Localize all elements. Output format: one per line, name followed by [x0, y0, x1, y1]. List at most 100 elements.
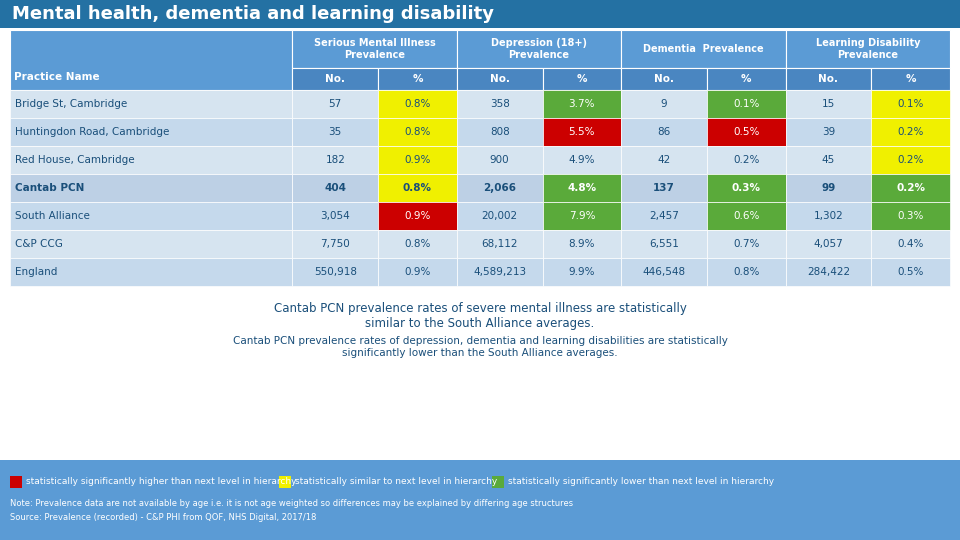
- Bar: [542, 174, 621, 202]
- Text: 35: 35: [328, 127, 342, 137]
- Text: 0.9%: 0.9%: [404, 267, 431, 277]
- Bar: [621, 174, 707, 202]
- Text: Red House, Cambridge: Red House, Cambridge: [15, 155, 134, 165]
- Text: England: England: [15, 267, 58, 277]
- Text: statistically significantly lower than next level in hierarchy: statistically significantly lower than n…: [508, 477, 774, 487]
- Bar: [378, 90, 457, 118]
- Bar: [378, 258, 457, 286]
- Text: 6,551: 6,551: [649, 239, 679, 249]
- Bar: [872, 146, 950, 174]
- Text: 0.8%: 0.8%: [403, 183, 432, 193]
- Text: No.: No.: [819, 74, 838, 84]
- Bar: [785, 230, 872, 258]
- Bar: [457, 174, 542, 202]
- Text: No.: No.: [325, 74, 346, 84]
- Text: 39: 39: [822, 127, 835, 137]
- Bar: [542, 258, 621, 286]
- Text: Huntingdon Road, Cambridge: Huntingdon Road, Cambridge: [15, 127, 169, 137]
- Bar: [293, 258, 378, 286]
- Text: Dementia  Prevalence: Dementia Prevalence: [643, 44, 764, 54]
- Text: 68,112: 68,112: [481, 239, 517, 249]
- Bar: [378, 230, 457, 258]
- Bar: [621, 258, 707, 286]
- Text: No.: No.: [490, 74, 510, 84]
- Bar: [378, 146, 457, 174]
- Bar: [707, 90, 785, 118]
- Text: 0.3%: 0.3%: [732, 183, 760, 193]
- Text: 5.5%: 5.5%: [568, 127, 595, 137]
- Text: 20,002: 20,002: [482, 211, 517, 221]
- Bar: [621, 90, 707, 118]
- Bar: [785, 30, 950, 68]
- Bar: [872, 174, 950, 202]
- Bar: [457, 146, 542, 174]
- Text: Mental health, dementia and learning disability: Mental health, dementia and learning dis…: [12, 5, 494, 23]
- Bar: [10, 476, 22, 488]
- Text: Bridge St, Cambridge: Bridge St, Cambridge: [15, 99, 128, 109]
- Text: 3,054: 3,054: [321, 211, 350, 221]
- Bar: [10, 230, 293, 258]
- Bar: [785, 118, 872, 146]
- Bar: [10, 258, 293, 286]
- Bar: [542, 230, 621, 258]
- Text: statistically significantly higher than next level in hierarchy: statistically significantly higher than …: [26, 477, 297, 487]
- Text: C&P CCG: C&P CCG: [15, 239, 62, 249]
- Bar: [621, 146, 707, 174]
- Text: 808: 808: [490, 127, 510, 137]
- Bar: [293, 202, 378, 230]
- Text: Serious Mental Illness
Prevalence: Serious Mental Illness Prevalence: [314, 38, 436, 60]
- Bar: [0, 0, 960, 28]
- Text: %: %: [905, 74, 916, 84]
- Text: 0.8%: 0.8%: [733, 267, 759, 277]
- Bar: [457, 202, 542, 230]
- Bar: [293, 118, 378, 146]
- Bar: [457, 90, 542, 118]
- Bar: [457, 258, 542, 286]
- Text: 4.9%: 4.9%: [568, 155, 595, 165]
- Bar: [872, 258, 950, 286]
- Bar: [707, 230, 785, 258]
- Bar: [872, 118, 950, 146]
- Bar: [785, 146, 872, 174]
- Bar: [378, 118, 457, 146]
- Bar: [0, 460, 960, 540]
- Text: Note: Prevalence data are not available by age i.e. it is not age weighted so di: Note: Prevalence data are not available …: [10, 500, 573, 509]
- Text: 4,057: 4,057: [813, 239, 843, 249]
- Text: %: %: [741, 74, 752, 84]
- Bar: [707, 258, 785, 286]
- Text: 446,548: 446,548: [642, 267, 685, 277]
- Text: Source: Prevalence (recorded) - C&P PHI from QOF, NHS Digital, 2017/18: Source: Prevalence (recorded) - C&P PHI …: [10, 512, 317, 522]
- Bar: [542, 118, 621, 146]
- Bar: [10, 90, 293, 118]
- Text: Learning Disability
Prevalence: Learning Disability Prevalence: [816, 38, 920, 60]
- Text: 2,066: 2,066: [483, 183, 516, 193]
- Text: 0.2%: 0.2%: [897, 183, 925, 193]
- Text: 2,457: 2,457: [649, 211, 679, 221]
- Bar: [707, 202, 785, 230]
- Bar: [872, 90, 950, 118]
- Text: 7,750: 7,750: [321, 239, 350, 249]
- Text: 182: 182: [325, 155, 346, 165]
- Bar: [10, 146, 293, 174]
- Bar: [457, 230, 542, 258]
- Text: Cantab PCN: Cantab PCN: [15, 183, 84, 193]
- Text: 0.8%: 0.8%: [404, 99, 431, 109]
- Text: 45: 45: [822, 155, 835, 165]
- Text: 0.7%: 0.7%: [733, 239, 759, 249]
- Bar: [293, 68, 378, 90]
- Bar: [621, 118, 707, 146]
- Text: 8.9%: 8.9%: [568, 239, 595, 249]
- Text: 0.2%: 0.2%: [733, 155, 759, 165]
- Text: 4,589,213: 4,589,213: [473, 267, 526, 277]
- Text: 99: 99: [822, 183, 835, 193]
- Text: 0.2%: 0.2%: [898, 127, 924, 137]
- Bar: [10, 118, 293, 146]
- Bar: [378, 174, 457, 202]
- Text: 137: 137: [653, 183, 675, 193]
- Text: Cantab PCN prevalence rates of severe mental illness are statistically
similar t: Cantab PCN prevalence rates of severe me…: [274, 302, 686, 330]
- Bar: [872, 68, 950, 90]
- Text: 284,422: 284,422: [807, 267, 850, 277]
- Text: statistically similar to next level in hierarchy: statistically similar to next level in h…: [296, 477, 497, 487]
- Bar: [707, 68, 785, 90]
- Text: 358: 358: [490, 99, 510, 109]
